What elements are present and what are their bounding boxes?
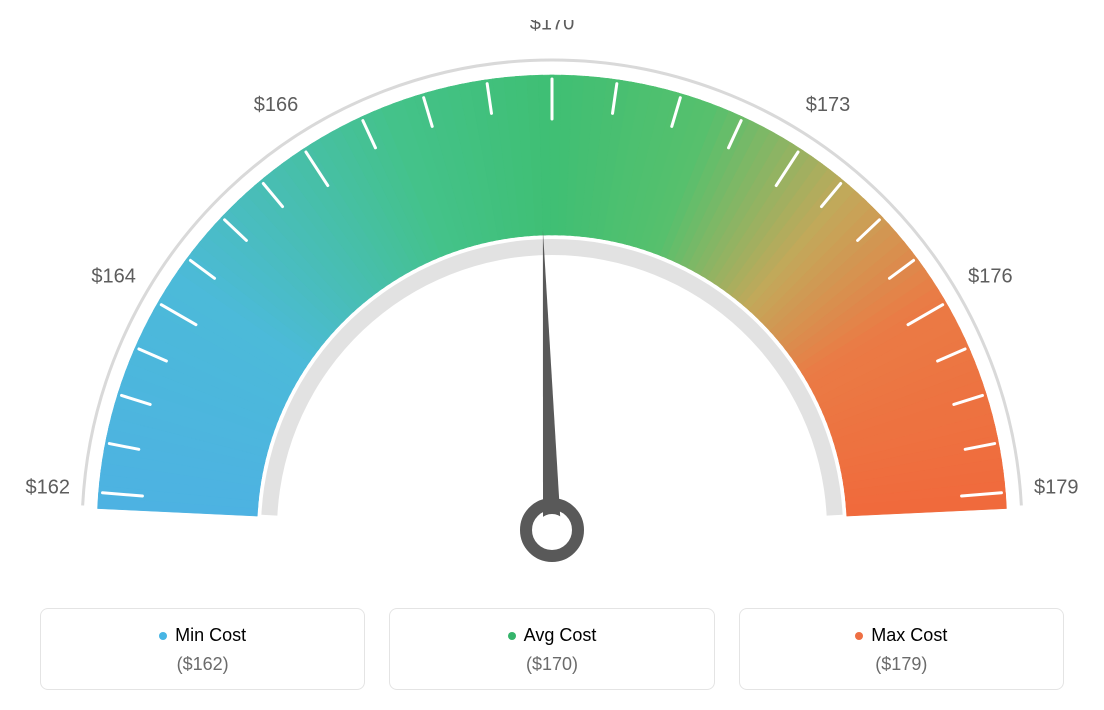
legend-value-max: ($179) (758, 654, 1045, 675)
dot-icon (855, 632, 863, 640)
svg-text:$173: $173 (806, 94, 851, 116)
legend-title-avg: Avg Cost (508, 625, 597, 646)
gauge-chart: $162 $164 $166 $170 $173 $176 $179 Min Cost ($… (20, 20, 1084, 690)
legend-label: Min Cost (175, 625, 246, 646)
legend-title-min: Min Cost (159, 625, 246, 646)
svg-text:$164: $164 (91, 266, 136, 288)
legend-row: Min Cost ($162) Avg Cost ($170) Max Cost… (20, 608, 1084, 690)
svg-text:$166: $166 (254, 94, 299, 116)
legend-label: Avg Cost (524, 625, 597, 646)
dot-icon (159, 632, 167, 640)
svg-text:$176: $176 (968, 266, 1013, 288)
legend-value-min: ($162) (59, 654, 346, 675)
svg-text:$170: $170 (530, 20, 575, 34)
legend-card-avg: Avg Cost ($170) (389, 608, 714, 690)
svg-text:$179: $179 (1034, 476, 1079, 498)
legend-value-avg: ($170) (408, 654, 695, 675)
legend-label: Max Cost (871, 625, 947, 646)
svg-text:$162: $162 (25, 476, 69, 498)
dot-icon (508, 632, 516, 640)
legend-title-max: Max Cost (855, 625, 947, 646)
legend-card-max: Max Cost ($179) (739, 608, 1064, 690)
gauge-svg: $162 $164 $166 $170 $173 $176 $179 (20, 20, 1084, 580)
legend-card-min: Min Cost ($162) (40, 608, 365, 690)
